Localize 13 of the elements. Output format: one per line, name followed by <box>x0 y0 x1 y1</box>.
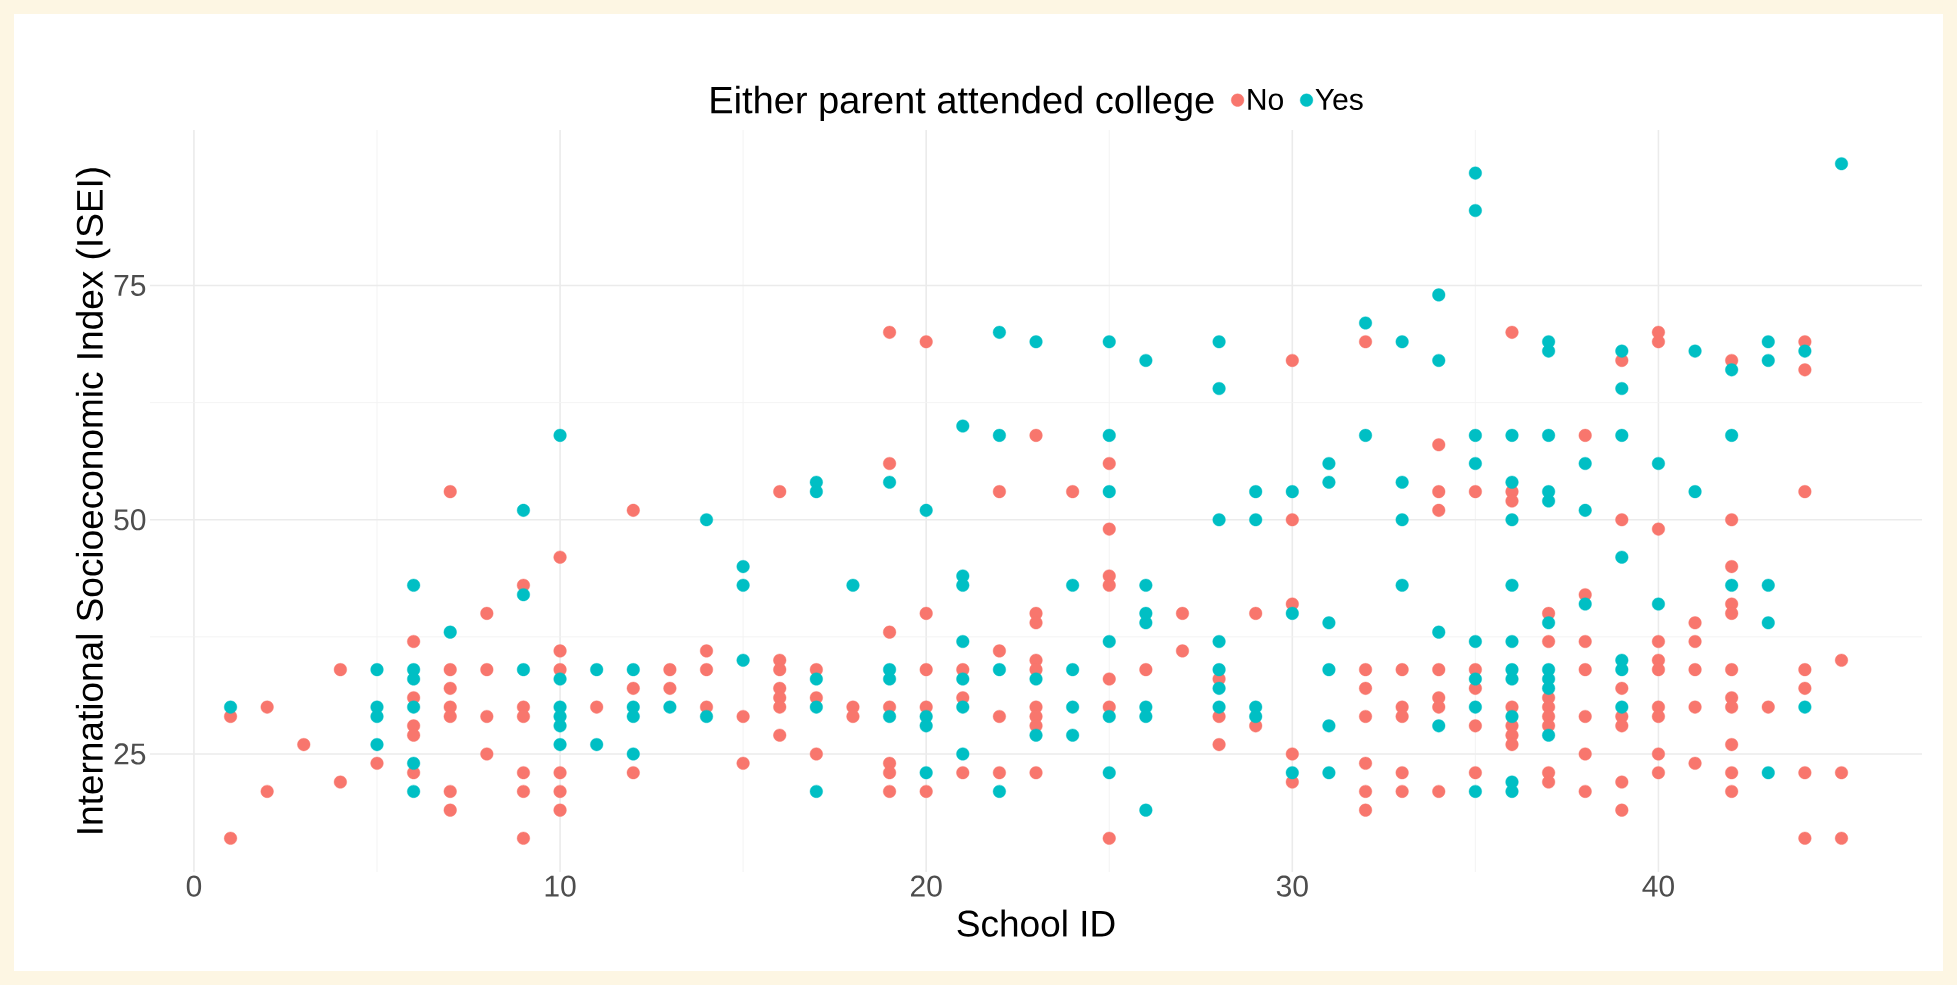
x-tick-label: 40 <box>1642 875 1674 897</box>
x-tick-label: 20 <box>911 875 942 897</box>
legend-label: No <box>1248 89 1283 111</box>
y-tick-label: 25 <box>114 743 146 765</box>
x-tick-label: 10 <box>545 875 576 897</box>
y-tick-label: 50 <box>114 509 146 531</box>
x-tick-label: 0 <box>186 875 202 897</box>
legend-title: Either parent attended college <box>711 85 1214 122</box>
x-axis-title: School ID <box>957 909 1115 937</box>
legend-label: Yes <box>1315 89 1363 111</box>
y-axis-title: International Socioeconomic Index (ISEI) <box>75 168 111 833</box>
x-tick-label: 30 <box>1276 875 1308 897</box>
y-tick-label: 75 <box>114 275 146 296</box>
